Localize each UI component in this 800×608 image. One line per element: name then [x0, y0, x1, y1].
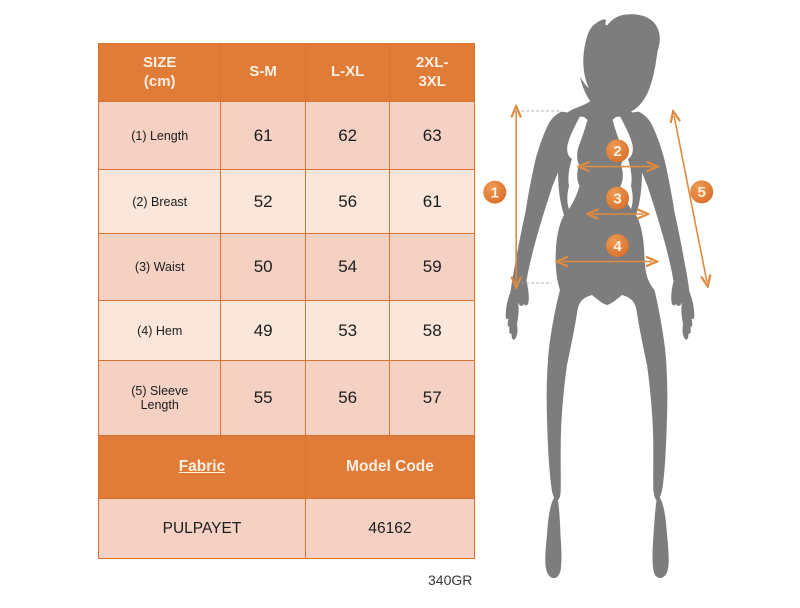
- svg-text:3: 3: [613, 190, 621, 207]
- svg-text:2: 2: [613, 143, 621, 160]
- svg-text:1: 1: [491, 184, 499, 201]
- svg-text:5: 5: [698, 184, 706, 201]
- svg-text:4: 4: [613, 238, 622, 255]
